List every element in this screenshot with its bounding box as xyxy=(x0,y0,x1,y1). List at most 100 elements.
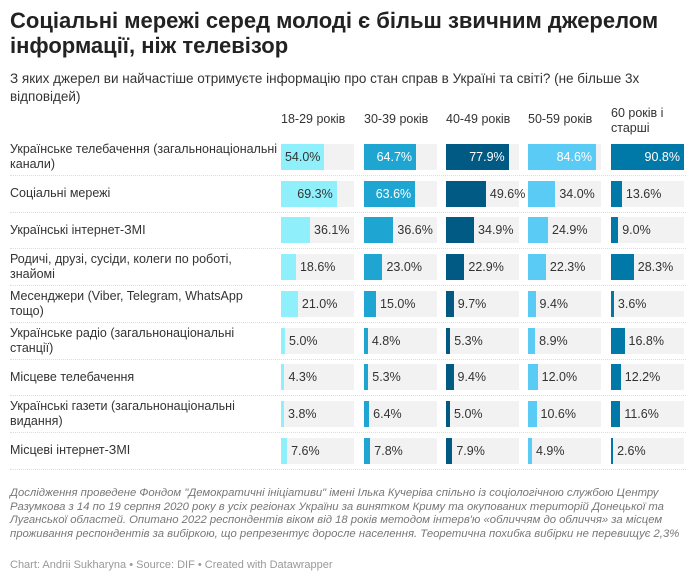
bar-cell: 9.4% xyxy=(446,364,519,391)
bar-cell: 69.3% xyxy=(281,180,354,207)
bar xyxy=(364,400,370,427)
bar xyxy=(611,290,614,317)
table-row: Соціальні мережі 69.3% 63.6% 49.6% 34.0% 13.6… xyxy=(10,176,686,213)
bar-cell: 12.2% xyxy=(611,364,684,391)
column-header[interactable]: 60 років і старші xyxy=(611,106,664,135)
value-label: 3.8% xyxy=(288,406,317,421)
bar xyxy=(446,437,453,464)
bar-cell: 15.0% xyxy=(364,290,437,317)
bar-cell: 23.0% xyxy=(364,254,437,281)
bar-cell: 12.0% xyxy=(528,364,601,391)
table-row: Українське радіо (загальнонаціональні ст… xyxy=(10,323,686,360)
value-label: 28.3% xyxy=(637,260,674,275)
row-label: Українське радіо (загальнонаціональні ст… xyxy=(10,325,235,355)
value-label: 15.0% xyxy=(380,296,416,311)
bar-cell: 5.3% xyxy=(364,364,437,391)
bar xyxy=(528,217,549,244)
bar xyxy=(281,254,296,281)
value-label: 90.8% xyxy=(644,150,680,164)
column-header[interactable]: 50-59 років xyxy=(528,112,593,126)
bar-cell: 90.8% xyxy=(611,144,684,170)
chart-notes: Дослідження проведене Фондом "Демократич… xyxy=(10,487,680,540)
column-header[interactable]: 40-49 років xyxy=(446,112,511,126)
bar-cell: 7.8% xyxy=(364,437,437,464)
value-label: 5.0% xyxy=(289,333,318,348)
value-label: 9.4% xyxy=(457,370,487,385)
bar-cell: 63.6% xyxy=(364,180,437,207)
bar-cell: 9.0% xyxy=(611,217,684,244)
bar-cell: 10.6% xyxy=(528,400,601,427)
row-label: Місцеве телебачення xyxy=(10,369,135,384)
bar-cell: 9.4% xyxy=(528,290,601,317)
bar-cell: 54.0% xyxy=(281,144,354,170)
value-label: 63.6% xyxy=(375,186,412,201)
table-row: Українські газети (загальнонаціональні в… xyxy=(10,396,686,433)
value-label: 11.6% xyxy=(624,406,659,421)
chart-subtitle: З яких джерел ви найчастіше отримуєте ін… xyxy=(10,71,640,104)
value-label: 4.9% xyxy=(535,443,565,458)
bar xyxy=(281,217,311,244)
bar xyxy=(364,290,377,317)
bar-cell: 2.6% xyxy=(611,437,684,464)
bar xyxy=(364,180,416,207)
bar-cell: 84.6% xyxy=(528,144,601,170)
bar xyxy=(281,290,298,317)
bar-cell: 5.0% xyxy=(281,327,354,354)
bar xyxy=(281,364,285,391)
bar-cell: 5.0% xyxy=(446,400,519,427)
bar xyxy=(364,144,417,170)
bar xyxy=(611,437,614,464)
bar xyxy=(611,327,625,354)
value-label: 4.8% xyxy=(371,333,401,348)
value-label: 5.3% xyxy=(454,333,483,348)
value-label: 5.0% xyxy=(454,406,483,421)
bar-cell: 22.9% xyxy=(446,254,519,281)
value-label: 22.9% xyxy=(468,260,504,275)
bar xyxy=(528,290,536,317)
value-label: 64.7% xyxy=(376,150,413,164)
bar xyxy=(446,180,486,207)
value-label: 8.9% xyxy=(539,333,568,348)
column-header[interactable]: 30-39 років xyxy=(364,112,429,126)
row-label: Місцеві інтернет-ЗМІ xyxy=(10,443,131,458)
value-label: 12.0% xyxy=(541,370,578,385)
chart-title: Соціальні мережі серед молоді є більш зв… xyxy=(10,8,659,58)
value-label: 7.9% xyxy=(456,443,485,458)
value-label: 9.7% xyxy=(457,296,487,311)
value-label: 9.4% xyxy=(539,296,569,311)
column-header[interactable]: 18-29 років xyxy=(281,112,346,126)
bar xyxy=(528,180,556,207)
bar xyxy=(364,437,371,464)
bar xyxy=(528,437,532,464)
bar xyxy=(611,144,684,170)
bar-cell: 6.4% xyxy=(364,400,437,427)
bar xyxy=(446,217,475,244)
bar-cell: 28.3% xyxy=(611,254,684,281)
bar xyxy=(446,327,451,354)
value-label: 3.6% xyxy=(617,296,647,311)
bar-cell: 22.3% xyxy=(528,254,601,281)
bar-cell: 36.1% xyxy=(281,217,354,244)
table-row: Родичі, друзі, сусіди, колеги по роботі,… xyxy=(10,249,686,287)
value-label: 36.6% xyxy=(397,223,433,238)
value-label: 7.8% xyxy=(374,443,403,458)
value-label: 5.3% xyxy=(372,370,401,385)
value-label: 69.3% xyxy=(297,186,333,201)
row-label: Соціальні мережі xyxy=(10,186,111,201)
bar-cell: 8.9% xyxy=(528,327,601,354)
bar-cell: 4.9% xyxy=(528,437,601,464)
value-label: 7.6% xyxy=(291,443,320,458)
value-label: 10.6% xyxy=(540,406,576,421)
value-label: 84.6% xyxy=(556,150,593,164)
bar xyxy=(446,144,509,170)
bar-cell: 4.3% xyxy=(281,364,354,391)
row-label: Українські інтернет-ЗМІ xyxy=(10,222,146,237)
bar-cell: 7.9% xyxy=(446,437,519,464)
value-label: 6.4% xyxy=(373,406,402,421)
bar xyxy=(611,217,619,244)
bar-cell: 18.6% xyxy=(281,254,354,281)
bar-cell: 24.9% xyxy=(528,217,601,244)
value-label: 9.0% xyxy=(622,223,651,238)
bar-cell: 3.6% xyxy=(611,290,684,317)
value-label: 16.8% xyxy=(628,333,664,348)
